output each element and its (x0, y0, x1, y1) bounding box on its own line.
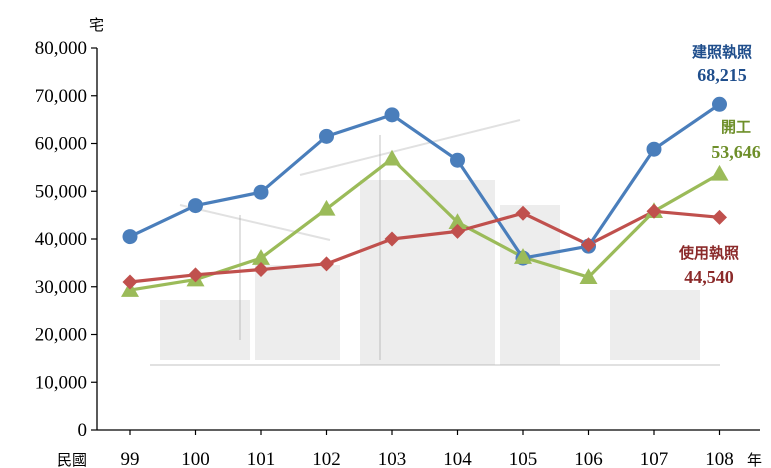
data-point-diamond (319, 256, 334, 272)
data-point-diamond (515, 205, 531, 221)
x-tick-label: 108 (705, 449, 734, 468)
data-point-diamond (253, 262, 269, 278)
data-point-circle (188, 198, 203, 214)
x-tick-label: 107 (640, 449, 669, 468)
data-point-circle (253, 184, 269, 200)
y-tick-label: 20,000 (35, 325, 87, 346)
data-point-circle (450, 152, 465, 168)
x-tick-label: 101 (247, 449, 276, 468)
data-point-diamond (581, 237, 596, 253)
y-axis-ticks: 0 10,000 20,000 30,000 40,000 50,000 60,000 70,… (35, 38, 97, 441)
series-name-label: 開工 (721, 118, 751, 136)
series-value-label: 44,540 (684, 267, 734, 287)
series-line (129, 157, 721, 292)
data-point-triangle (579, 268, 598, 284)
y-tick-label: 30,000 (35, 277, 87, 298)
x-tick-label: 99 (121, 449, 140, 468)
data-point-circle (712, 96, 727, 112)
series-value-label: 53,646 (711, 142, 761, 162)
series-value-label: 68,215 (697, 65, 747, 85)
data-point-diamond (646, 203, 662, 219)
data-point-circle (646, 141, 662, 157)
y-tick-label: 50,000 (35, 181, 87, 202)
x-axis-ticks: 99 100 101 102 103 104 105 106 107 108 (121, 430, 734, 468)
series-line (129, 102, 721, 260)
x-tick-label: 103 (378, 449, 407, 468)
data-point-circle (384, 107, 400, 123)
data-point-triangle (448, 213, 467, 230)
y-tick-label: 70,000 (35, 86, 87, 107)
series-name-label: 建照執照 (692, 43, 752, 61)
x-tick-label: 102 (312, 449, 341, 468)
series-line (129, 209, 720, 284)
y-tick-label: 80,000 (35, 38, 87, 59)
y-axis-unit: 宅 (89, 16, 104, 34)
series-end-labels: 建照執照 68,215 開工 53,646 使用執照 44,540 (678, 43, 761, 287)
series-lines (129, 102, 721, 292)
data-point-triangle (710, 164, 729, 181)
x-tick-label: 106 (574, 449, 603, 468)
background-building-illustration (150, 119, 720, 366)
y-tick-label: 60,000 (35, 134, 87, 155)
data-point-triangle (383, 149, 401, 166)
series-name-label: 使用執照 (678, 244, 739, 262)
data-point-triangle (252, 249, 270, 265)
data-point-circle (319, 128, 334, 144)
data-point-triangle (317, 199, 336, 216)
x-tick-label: 100 (181, 449, 210, 468)
x-axis-suffix: 年 (747, 451, 762, 468)
data-point-triangle (514, 248, 532, 264)
data-point-diamond (450, 223, 465, 239)
x-tick-label: 104 (443, 449, 472, 468)
y-tick-label: 40,000 (35, 229, 87, 250)
series-markers (121, 96, 729, 297)
data-point-diamond (712, 209, 727, 225)
x-tick-label: 105 (509, 449, 538, 468)
data-point-circle (122, 229, 138, 245)
data-point-diamond (122, 274, 138, 290)
y-tick-label: 0 (78, 420, 88, 441)
x-axis-prefix: 民國 (57, 451, 87, 468)
data-point-diamond (188, 267, 203, 283)
data-point-diamond (384, 231, 400, 247)
y-tick-label: 10,000 (35, 372, 87, 393)
